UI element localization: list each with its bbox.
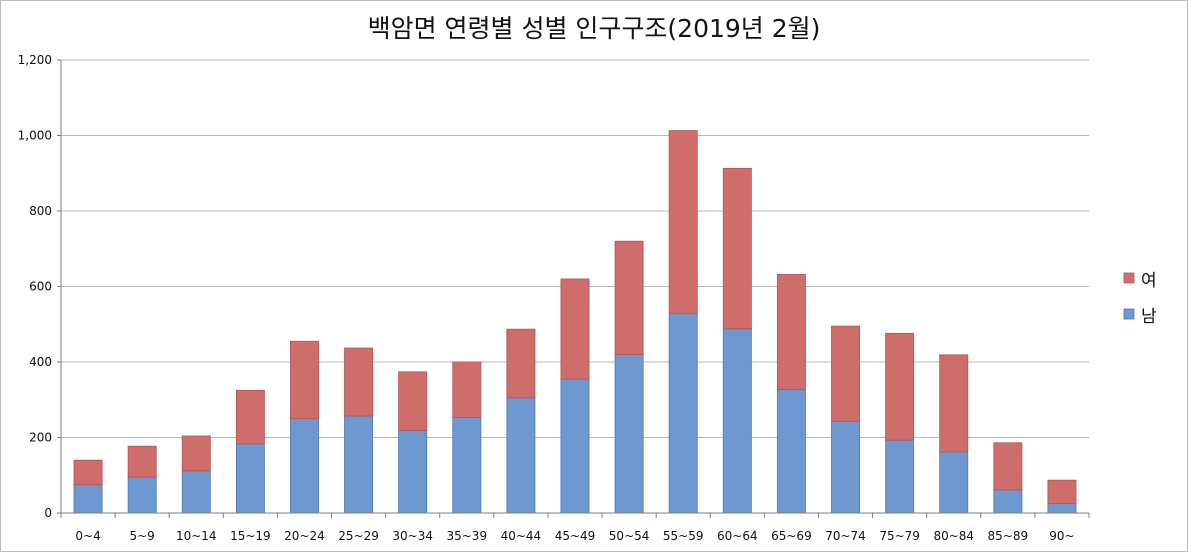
y-tick-label: 400 [29, 355, 52, 369]
bar-female-35~39 [452, 361, 482, 418]
x-tick-label: 80~84 [933, 529, 974, 543]
bar-male-65~69 [776, 389, 806, 514]
bar-female-65~69 [776, 274, 806, 390]
x-tick-label: 5~9 [129, 529, 154, 543]
x-tick-label: 55~59 [663, 529, 704, 543]
x-axis: 0~4 5~9 10~14 15~19 20~24 25~29 30~34 35~39 40~4… [60, 512, 1090, 543]
bar-female-70~74 [831, 325, 860, 422]
x-tick-label: 45~49 [555, 529, 596, 543]
bar-male-0~4 [73, 484, 103, 514]
y-axis: 0 200 400 600 800 1,000 1,200 [18, 53, 62, 520]
x-tick-label: 30~34 [392, 529, 433, 543]
x-tick-label: 70~74 [825, 529, 866, 543]
bar-female-10~14 [181, 435, 211, 472]
x-tick-label: 15~19 [230, 529, 271, 543]
x-tick-label: 35~39 [446, 529, 487, 543]
x-tick-label: 50~54 [609, 529, 650, 543]
legend: 여남 [1123, 271, 1157, 327]
bar-female-20~24 [290, 340, 319, 420]
bar-female-25~29 [344, 347, 374, 417]
bar-male-80~84 [939, 451, 969, 514]
x-tick-label: 60~64 [717, 529, 758, 543]
bar-female-90~ [1047, 479, 1077, 504]
chart-title: 백암면 연령별 성별 인구구조(2019년 2월) [368, 14, 821, 43]
bar-female-45~49 [560, 278, 590, 380]
bar-male-25~29 [344, 415, 374, 514]
legend-swatch-male [1123, 308, 1135, 320]
y-tick-label: 1,200 [18, 53, 52, 67]
bar-female-30~34 [398, 371, 428, 431]
bar-female-75~79 [885, 332, 915, 441]
bar-male-30~34 [398, 429, 428, 514]
bar-male-75~79 [885, 439, 915, 514]
bar-male-55~59 [668, 313, 698, 514]
bar-male-50~54 [614, 354, 644, 514]
bar-male-60~64 [722, 328, 752, 514]
bar-female-0~4 [73, 459, 103, 486]
bar-female-85~89 [993, 442, 1023, 491]
legend-label-male: 남 [1141, 307, 1157, 327]
bar-male-5~9 [127, 476, 157, 514]
bar-male-15~19 [235, 443, 265, 514]
legend-swatch-female [1123, 272, 1135, 284]
bar-male-20~24 [290, 418, 319, 514]
bar-male-40~44 [506, 397, 536, 514]
y-tick-label: 600 [29, 280, 52, 294]
bar-male-70~74 [831, 420, 860, 514]
bar-male-35~39 [452, 417, 482, 514]
bar-female-15~19 [235, 389, 265, 445]
x-tick-label: 90~ [1049, 529, 1074, 543]
bar-female-55~59 [668, 130, 698, 315]
y-tick-label: 0 [44, 506, 52, 520]
x-tick-label: 75~79 [879, 529, 920, 543]
x-tick-label: 10~14 [176, 529, 217, 543]
y-tick-label: 1,000 [18, 129, 52, 143]
x-tick-label: 85~89 [988, 529, 1029, 543]
y-tick-label: 200 [29, 431, 52, 445]
x-tick-label: 65~69 [771, 529, 812, 543]
bar-male-45~49 [560, 378, 590, 514]
y-tick-label: 800 [29, 204, 52, 218]
bar-female-5~9 [127, 445, 157, 478]
x-tick-label: 40~44 [501, 529, 542, 543]
bar-male-85~89 [993, 489, 1023, 514]
bar-female-60~64 [722, 167, 752, 330]
legend-label-female: 여 [1141, 271, 1157, 291]
bar-male-90~ [1047, 503, 1077, 514]
bar-female-40~44 [506, 328, 536, 399]
bar-female-80~84 [939, 354, 969, 453]
x-tick-label: 25~29 [338, 529, 379, 543]
x-tick-label: 20~24 [284, 529, 325, 543]
bar-male-10~14 [181, 470, 211, 514]
bar-female-50~54 [614, 240, 644, 355]
x-tick-label: 0~4 [75, 529, 100, 543]
